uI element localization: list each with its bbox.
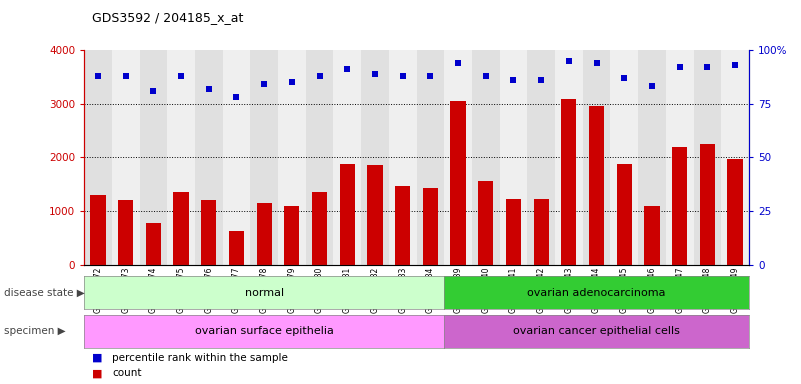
Bar	[368, 165, 383, 265]
Point	[729, 62, 742, 68]
Bar	[278, 50, 306, 265]
Point	[91, 73, 104, 79]
Bar	[84, 50, 112, 265]
Text: GDS3592 / 204185_x_at: GDS3592 / 204185_x_at	[92, 12, 244, 25]
Point	[285, 79, 298, 85]
Text: ■: ■	[92, 353, 103, 363]
Point	[507, 77, 520, 83]
Text: ■: ■	[92, 368, 103, 378]
Bar	[201, 200, 216, 265]
Point	[368, 71, 381, 77]
Point	[562, 58, 575, 64]
Point	[590, 60, 603, 66]
Point	[258, 81, 271, 88]
Text: normal: normal	[244, 288, 284, 298]
Point	[424, 73, 437, 79]
Bar	[146, 223, 161, 265]
Text: ovarian cancer epithelial cells: ovarian cancer epithelial cells	[513, 326, 680, 336]
Bar	[333, 50, 361, 265]
Bar	[638, 50, 666, 265]
Point	[341, 66, 354, 72]
Bar	[506, 199, 521, 265]
Bar	[423, 187, 438, 265]
Bar	[700, 144, 715, 265]
Bar	[195, 50, 223, 265]
Bar	[340, 164, 355, 265]
Bar	[694, 50, 721, 265]
Bar	[250, 50, 278, 265]
Bar	[118, 200, 133, 265]
Bar	[229, 231, 244, 265]
Bar	[644, 206, 659, 265]
Text: ovarian adenocarcinoma: ovarian adenocarcinoma	[527, 288, 666, 298]
Point	[701, 64, 714, 70]
Bar	[174, 192, 189, 265]
Bar	[617, 164, 632, 265]
Bar	[312, 192, 327, 265]
Bar	[306, 50, 333, 265]
Bar	[388, 50, 417, 265]
Bar	[445, 50, 472, 265]
Bar	[139, 50, 167, 265]
Point	[452, 60, 465, 66]
Point	[147, 88, 159, 94]
Bar	[417, 50, 445, 265]
Bar	[589, 106, 604, 265]
Text: disease state ▶: disease state ▶	[4, 288, 85, 298]
Point	[119, 73, 132, 79]
Point	[618, 75, 630, 81]
Point	[175, 73, 187, 79]
Bar	[610, 50, 638, 265]
Bar	[91, 195, 106, 265]
Bar	[500, 50, 527, 265]
Bar	[478, 181, 493, 265]
Text: ovarian surface epithelia: ovarian surface epithelia	[195, 326, 333, 336]
Point	[479, 73, 492, 79]
Point	[313, 73, 326, 79]
Text: specimen ▶: specimen ▶	[4, 326, 66, 336]
Point	[674, 64, 686, 70]
Bar	[721, 50, 749, 265]
Bar	[472, 50, 500, 265]
Bar	[361, 50, 388, 265]
Text: count: count	[112, 368, 142, 378]
Bar	[223, 50, 250, 265]
Bar	[562, 99, 577, 265]
Bar	[112, 50, 139, 265]
Bar	[395, 186, 410, 265]
Bar	[533, 199, 549, 265]
Bar	[672, 147, 687, 265]
Point	[535, 77, 548, 83]
Bar	[727, 159, 743, 265]
Text: percentile rank within the sample: percentile rank within the sample	[112, 353, 288, 363]
Bar	[527, 50, 555, 265]
Bar	[256, 203, 272, 265]
Point	[646, 83, 658, 89]
Bar	[666, 50, 694, 265]
Point	[203, 86, 215, 92]
Bar	[582, 50, 610, 265]
Bar	[167, 50, 195, 265]
Point	[230, 94, 243, 100]
Point	[396, 73, 409, 79]
Bar	[555, 50, 582, 265]
Bar	[284, 206, 300, 265]
Bar	[450, 101, 465, 265]
